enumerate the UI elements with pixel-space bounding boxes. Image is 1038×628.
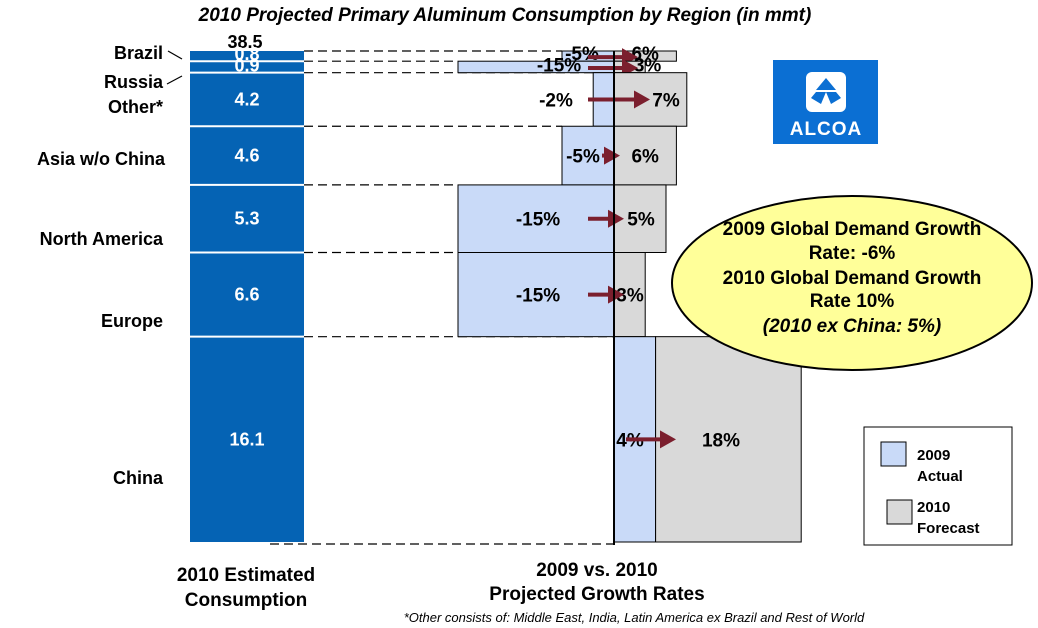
consumption-bars: 0.80.9 4.2 4.6 5.3 6.6 16.1 [190,44,304,542]
bar-segment-north-america [190,184,304,253]
bar-value-europe: 6.6 [234,285,259,305]
callout-line-1: 2009 Global Demand Growth [723,219,982,240]
growth-2009-label-brazil: -5% [565,44,599,65]
russia-leader-line [166,75,183,85]
callout-line-4: Rate 10% [810,291,895,312]
bar-segment-europe [190,252,304,337]
bar-segment-asia-w-o-china [190,126,304,185]
bar-value-brazil: 0.8 [234,44,259,64]
growth-2010-label-brazil: 6% [631,44,659,65]
alcoa-logo: ALCOA [773,60,878,144]
region-label-north-america: North America [40,229,164,249]
bar-value-russia: 0.9 [234,56,259,76]
footnote: *Other consists of: Middle East, India, … [404,610,865,625]
region-label-brazil: Brazil [114,43,163,63]
region-label-russia: Russia [104,72,164,92]
region-label-asia-w-o-china: Asia w/o China [37,149,166,169]
arrow-head-icon [634,90,650,109]
right-axis-title-line1: 2009 vs. 2010 [536,560,658,581]
arrow-head-icon [604,146,620,165]
growth-2010-label-north-america: 5% [627,210,655,231]
growth-2010-label-other: 7% [652,90,680,111]
growth-2009-label-asia-w-o-china: -5% [566,147,600,168]
callout-line-5: (2010 ex China: 5%) [763,316,941,337]
growth-2009-label-north-america: -15% [516,210,560,231]
legend-label-2009-line2: Actual [917,468,963,485]
growth-2010-label-asia-w-o-china: 6% [631,147,659,168]
global-demand-callout: 2009 Global Demand Growth Rate: -6% 2010… [671,195,1033,371]
bar-segment-other [190,72,304,127]
bar-value-other: 4.2 [234,89,259,109]
chart-title: 2010 Projected Primary Aluminum Consumpt… [198,5,812,26]
growth-2010-label-russia: 3% [634,56,662,77]
bar-value-asia-w-o-china: 4.6 [234,146,259,166]
left-axis-title-line2: Consumption [185,590,307,611]
arrow-head-icon [608,209,624,228]
legend-label-2009-line1: 2009 [917,447,950,464]
total-label: 38.5 [227,32,262,52]
logo-text: ALCOA [790,119,863,140]
bar-segment-brazil [190,51,304,62]
legend: 2009 Actual 2010 Forecast [863,426,1013,546]
brazil-leader-line [167,50,183,60]
legend-swatch-2010-forecast [886,499,913,525]
bar-value-north-america: 5.3 [234,209,259,229]
legend-label-2010-line1: 2010 [917,499,950,516]
right-axis-title-line2: Projected Growth Rates [489,584,704,605]
growth-boxes: -5%6%-15%3%-2%7%-5%6%-15%5%-15%3%4%18% [457,44,802,545]
region-label-other: Other* [108,97,163,117]
growth-2010-box-china [655,336,802,543]
growth-2009-label-other: -2% [539,90,573,111]
region-label-china: China [113,468,164,488]
growth-2010-box-asia-w-o-china [613,125,677,186]
bar-value-china: 16.1 [229,429,264,449]
left-axis-title-line1: 2010 Estimated [177,565,315,586]
arrow-head-icon [660,430,676,449]
region-labels: Brazil Russia Other* Asia w/o China North Am… [37,43,183,488]
growth-2010-label-china: 18% [702,430,740,451]
callout-line-2: Rate: -6% [809,243,896,264]
legend-label-2010-line2: Forecast [917,520,980,537]
arrow-head-icon [608,285,624,304]
callout-line-3: 2010 Global Demand Growth [723,268,982,289]
growth-2009-label-russia: -15% [537,56,581,77]
region-label-europe: Europe [101,311,163,331]
alcoa-triangle-icon [811,78,841,104]
legend-swatch-2009-actual [880,441,907,467]
callout-ellipse [671,195,1033,371]
growth-2009-label-europe: -15% [516,286,560,307]
bar-segment-russia [190,61,304,73]
growth-2010-label-europe: 3% [616,286,644,307]
bar-segment-china [190,336,304,542]
